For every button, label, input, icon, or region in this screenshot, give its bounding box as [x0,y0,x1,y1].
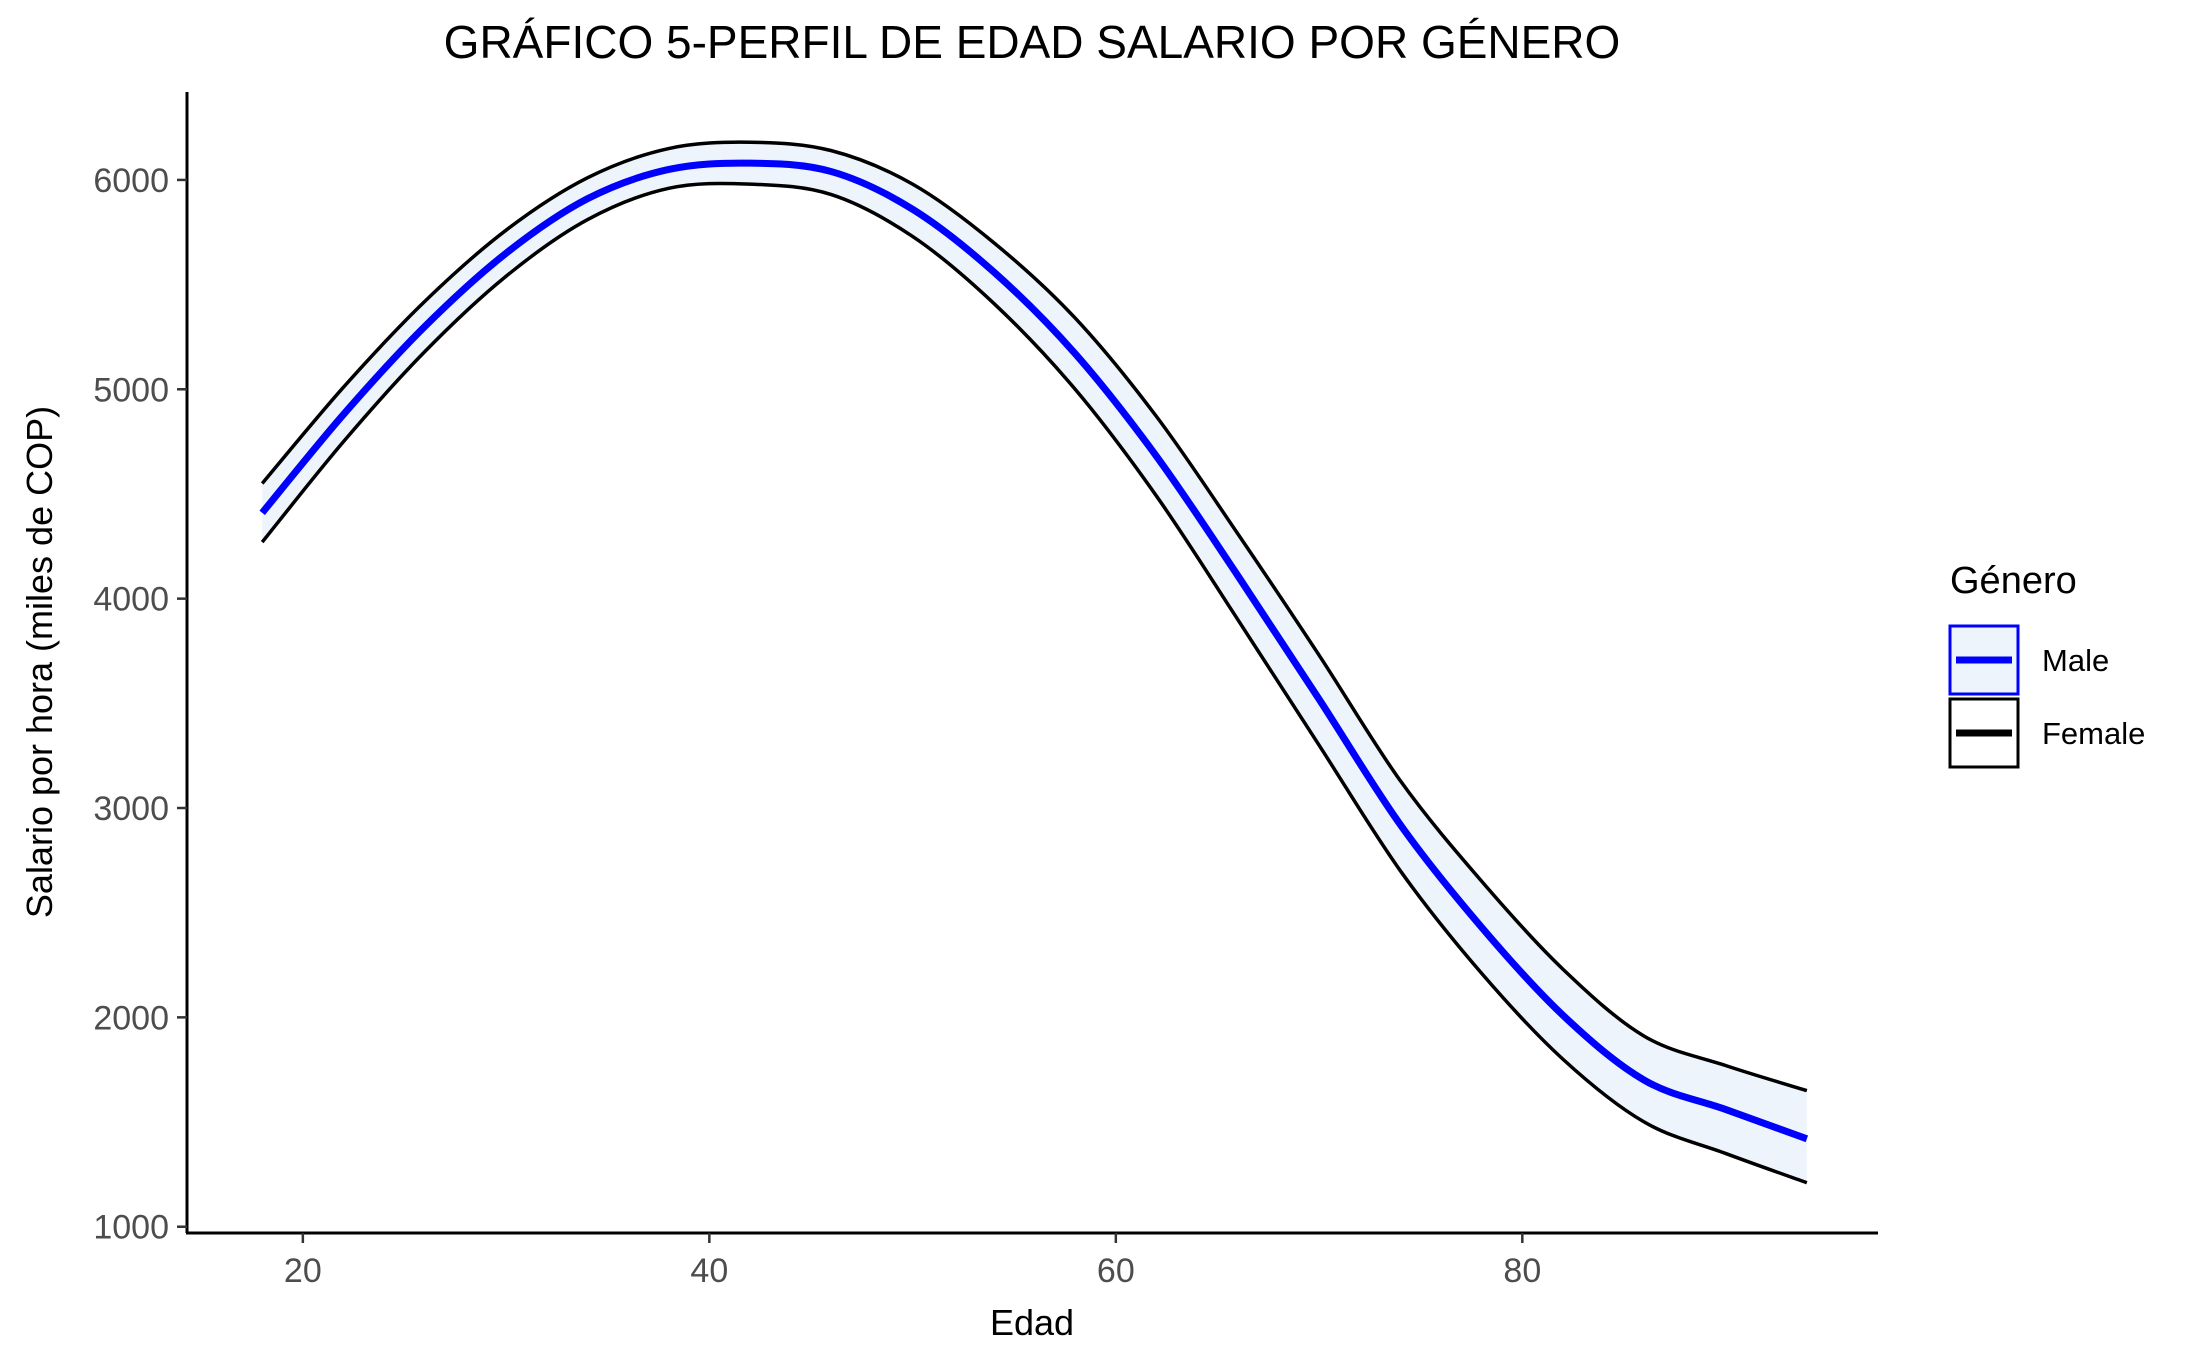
y-tick-label: 4000 [93,581,169,619]
x-axis-title: Edad [990,1302,1074,1343]
ci-lower-line [260,181,1808,1185]
series-lines [259,140,1809,1185]
legend: Género Male Female [1948,560,2145,769]
x-tick-label: 60 [1097,1252,1135,1290]
x-tick-label: 20 [284,1252,322,1290]
legend-label-female: Female [2042,716,2145,751]
ci-band-fill [262,142,1807,1183]
x-tick-label: 40 [690,1252,728,1290]
y-axis-title: Salario por hora (miles de COP) [19,406,60,918]
x-axis-ticks: 20 40 60 80 [284,1233,1541,1290]
y-tick-label: 2000 [93,999,169,1037]
ci-upper-line [260,140,1808,1093]
y-tick-label: 1000 [93,1209,169,1247]
legend-item-female: Female [1948,697,2145,769]
y-tick-label: 5000 [93,371,169,409]
chart-title: GRÁFICO 5-PERFIL DE EDAD SALARIO POR GÉN… [444,16,1621,68]
x-tick-label: 80 [1503,1252,1541,1290]
y-tick-label: 6000 [93,162,169,200]
y-axis-ticks: 1000 2000 3000 4000 5000 6000 [93,162,187,1247]
y-tick-label: 3000 [93,790,169,828]
confidence-band [262,142,1807,1183]
series-line-male [259,159,1809,1143]
legend-item-male: Male [1948,624,2109,696]
legend-label-male: Male [2042,643,2109,678]
legend-title: Género [1950,560,2077,602]
